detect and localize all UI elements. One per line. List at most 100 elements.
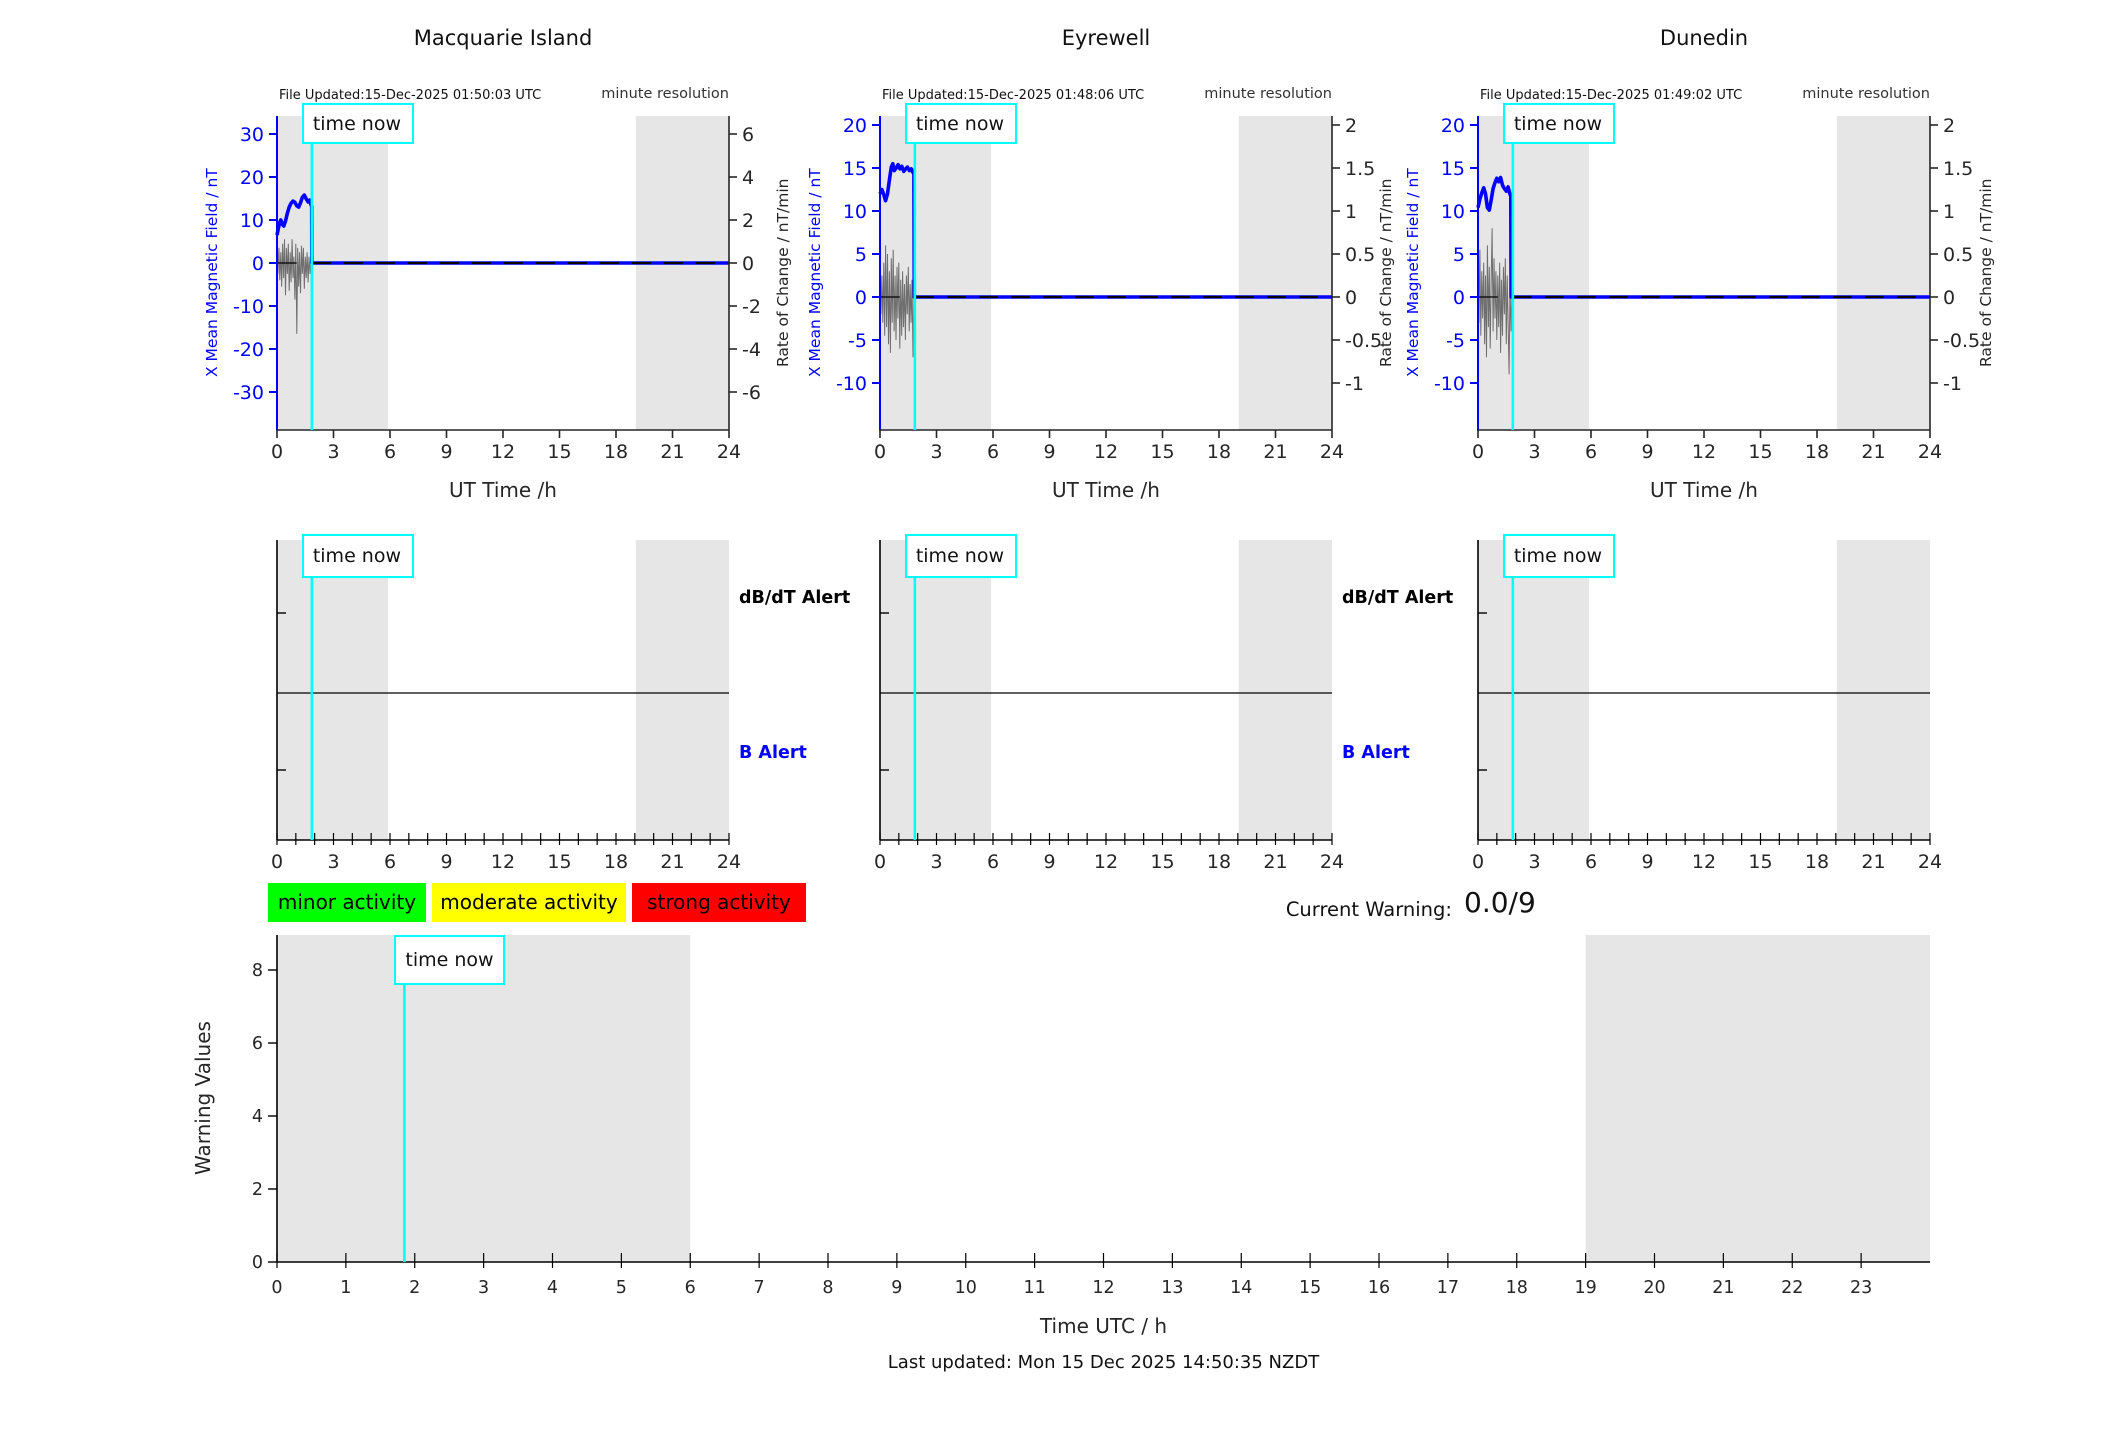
svg-text:18: 18 — [1207, 441, 1231, 463]
resolution-note: minute resolution — [1204, 86, 1332, 102]
x-axis-label: UT Time /h — [1052, 478, 1160, 502]
svg-text:0: 0 — [1472, 851, 1484, 873]
svg-text:17: 17 — [1437, 1278, 1459, 1298]
resolution-note: minute resolution — [1802, 86, 1930, 102]
svg-text:24: 24 — [717, 441, 741, 463]
svg-text:0: 0 — [1345, 287, 1357, 309]
svg-text:10: 10 — [1441, 201, 1465, 223]
svg-text:1.5: 1.5 — [1345, 158, 1375, 180]
svg-text:18: 18 — [1805, 851, 1829, 873]
svg-text:4: 4 — [252, 1107, 263, 1127]
svg-text:6: 6 — [742, 124, 754, 146]
svg-text:0: 0 — [271, 441, 283, 463]
svg-text:3: 3 — [1528, 441, 1540, 463]
svg-text:3: 3 — [930, 851, 942, 873]
svg-text:18: 18 — [1805, 441, 1829, 463]
svg-text:20: 20 — [1441, 115, 1465, 137]
y-axis-label-field: X Mean Magnetic Field / nT — [806, 168, 824, 378]
svg-text:-1: -1 — [1943, 373, 1962, 395]
svg-text:0: 0 — [271, 851, 283, 873]
svg-text:5: 5 — [1453, 244, 1465, 266]
svg-text:-10: -10 — [1434, 373, 1465, 395]
svg-text:-10: -10 — [233, 296, 264, 318]
svg-text:6: 6 — [384, 851, 396, 873]
svg-text:2: 2 — [1943, 115, 1955, 137]
y-axis-label-rate: Rate of Change / nT/min — [1977, 178, 1995, 368]
svg-text:9: 9 — [1641, 441, 1653, 463]
y-axis-label-field: X Mean Magnetic Field / nT — [203, 168, 221, 378]
svg-text:0: 0 — [1472, 441, 1484, 463]
svg-text:21: 21 — [1861, 441, 1885, 463]
svg-text:23: 23 — [1850, 1278, 1872, 1298]
svg-text:5: 5 — [855, 244, 867, 266]
svg-text:22: 22 — [1781, 1278, 1803, 1298]
svg-text:6: 6 — [1585, 851, 1597, 873]
svg-text:10: 10 — [955, 1278, 977, 1298]
time-now-flag: time now — [394, 935, 506, 985]
svg-text:-1: -1 — [1345, 373, 1364, 395]
svg-text:-6: -6 — [742, 382, 761, 404]
svg-text:6: 6 — [252, 1034, 263, 1054]
legend-moderate-activity: moderate activity — [432, 883, 626, 922]
svg-text:3: 3 — [930, 441, 942, 463]
svg-text:15: 15 — [1748, 441, 1772, 463]
svg-text:3: 3 — [327, 851, 339, 873]
svg-text:0: 0 — [874, 441, 886, 463]
file-updated-timestamp: File Updated:15-Dec-2025 01:49:02 UTC — [1480, 88, 1743, 103]
time-now-flag: time now — [904, 103, 1017, 144]
svg-text:20: 20 — [240, 167, 264, 189]
svg-text:1.5: 1.5 — [1943, 158, 1973, 180]
time-now-flag: time now — [301, 534, 414, 578]
file-updated-timestamp: File Updated:15-Dec-2025 01:50:03 UTC — [279, 88, 542, 103]
svg-text:15: 15 — [547, 851, 571, 873]
svg-text:15: 15 — [1299, 1278, 1321, 1298]
svg-text:-20: -20 — [233, 339, 264, 361]
svg-text:30: 30 — [240, 124, 264, 146]
svg-text:9: 9 — [1043, 441, 1055, 463]
svg-text:10: 10 — [240, 210, 264, 232]
svg-text:15: 15 — [1441, 158, 1465, 180]
svg-text:12: 12 — [491, 851, 515, 873]
current-warning-value: 0.0/9 — [1464, 886, 1536, 919]
time-now-flag: time now — [301, 103, 414, 144]
svg-text:4: 4 — [547, 1278, 558, 1298]
svg-text:18: 18 — [1207, 851, 1231, 873]
legend-minor-activity: minor activity — [268, 883, 426, 922]
svg-text:9: 9 — [440, 441, 452, 463]
svg-text:15: 15 — [1150, 851, 1174, 873]
svg-text:1: 1 — [340, 1278, 351, 1298]
svg-text:18: 18 — [604, 441, 628, 463]
svg-text:0.5: 0.5 — [1345, 244, 1375, 266]
svg-text:6: 6 — [1585, 441, 1597, 463]
svg-text:19: 19 — [1574, 1278, 1596, 1298]
svg-text:12: 12 — [1094, 851, 1118, 873]
svg-text:9: 9 — [440, 851, 452, 873]
svg-text:8: 8 — [822, 1278, 833, 1298]
svg-text:1: 1 — [1943, 201, 1955, 223]
last-updated-text: Last updated: Mon 15 Dec 2025 14:50:35 N… — [887, 1352, 1320, 1373]
svg-text:9: 9 — [891, 1278, 902, 1298]
svg-text:0: 0 — [855, 287, 867, 309]
svg-text:6: 6 — [384, 441, 396, 463]
svg-text:12: 12 — [1692, 441, 1716, 463]
svg-text:-4: -4 — [742, 339, 761, 361]
svg-text:21: 21 — [1712, 1278, 1734, 1298]
svg-text:12: 12 — [1692, 851, 1716, 873]
svg-text:3: 3 — [1528, 851, 1540, 873]
svg-text:15: 15 — [843, 158, 867, 180]
time-now-flag: time now — [904, 534, 1017, 578]
svg-text:0: 0 — [1943, 287, 1955, 309]
svg-text:24: 24 — [1918, 441, 1942, 463]
legend-strong-activity: strong activity — [632, 883, 806, 922]
svg-text:9: 9 — [1043, 851, 1055, 873]
svg-text:16: 16 — [1368, 1278, 1390, 1298]
svg-text:0: 0 — [742, 253, 754, 275]
x-axis-label: UT Time /h — [1650, 478, 1758, 502]
svg-text:15: 15 — [1150, 441, 1174, 463]
svg-text:2: 2 — [409, 1278, 420, 1298]
